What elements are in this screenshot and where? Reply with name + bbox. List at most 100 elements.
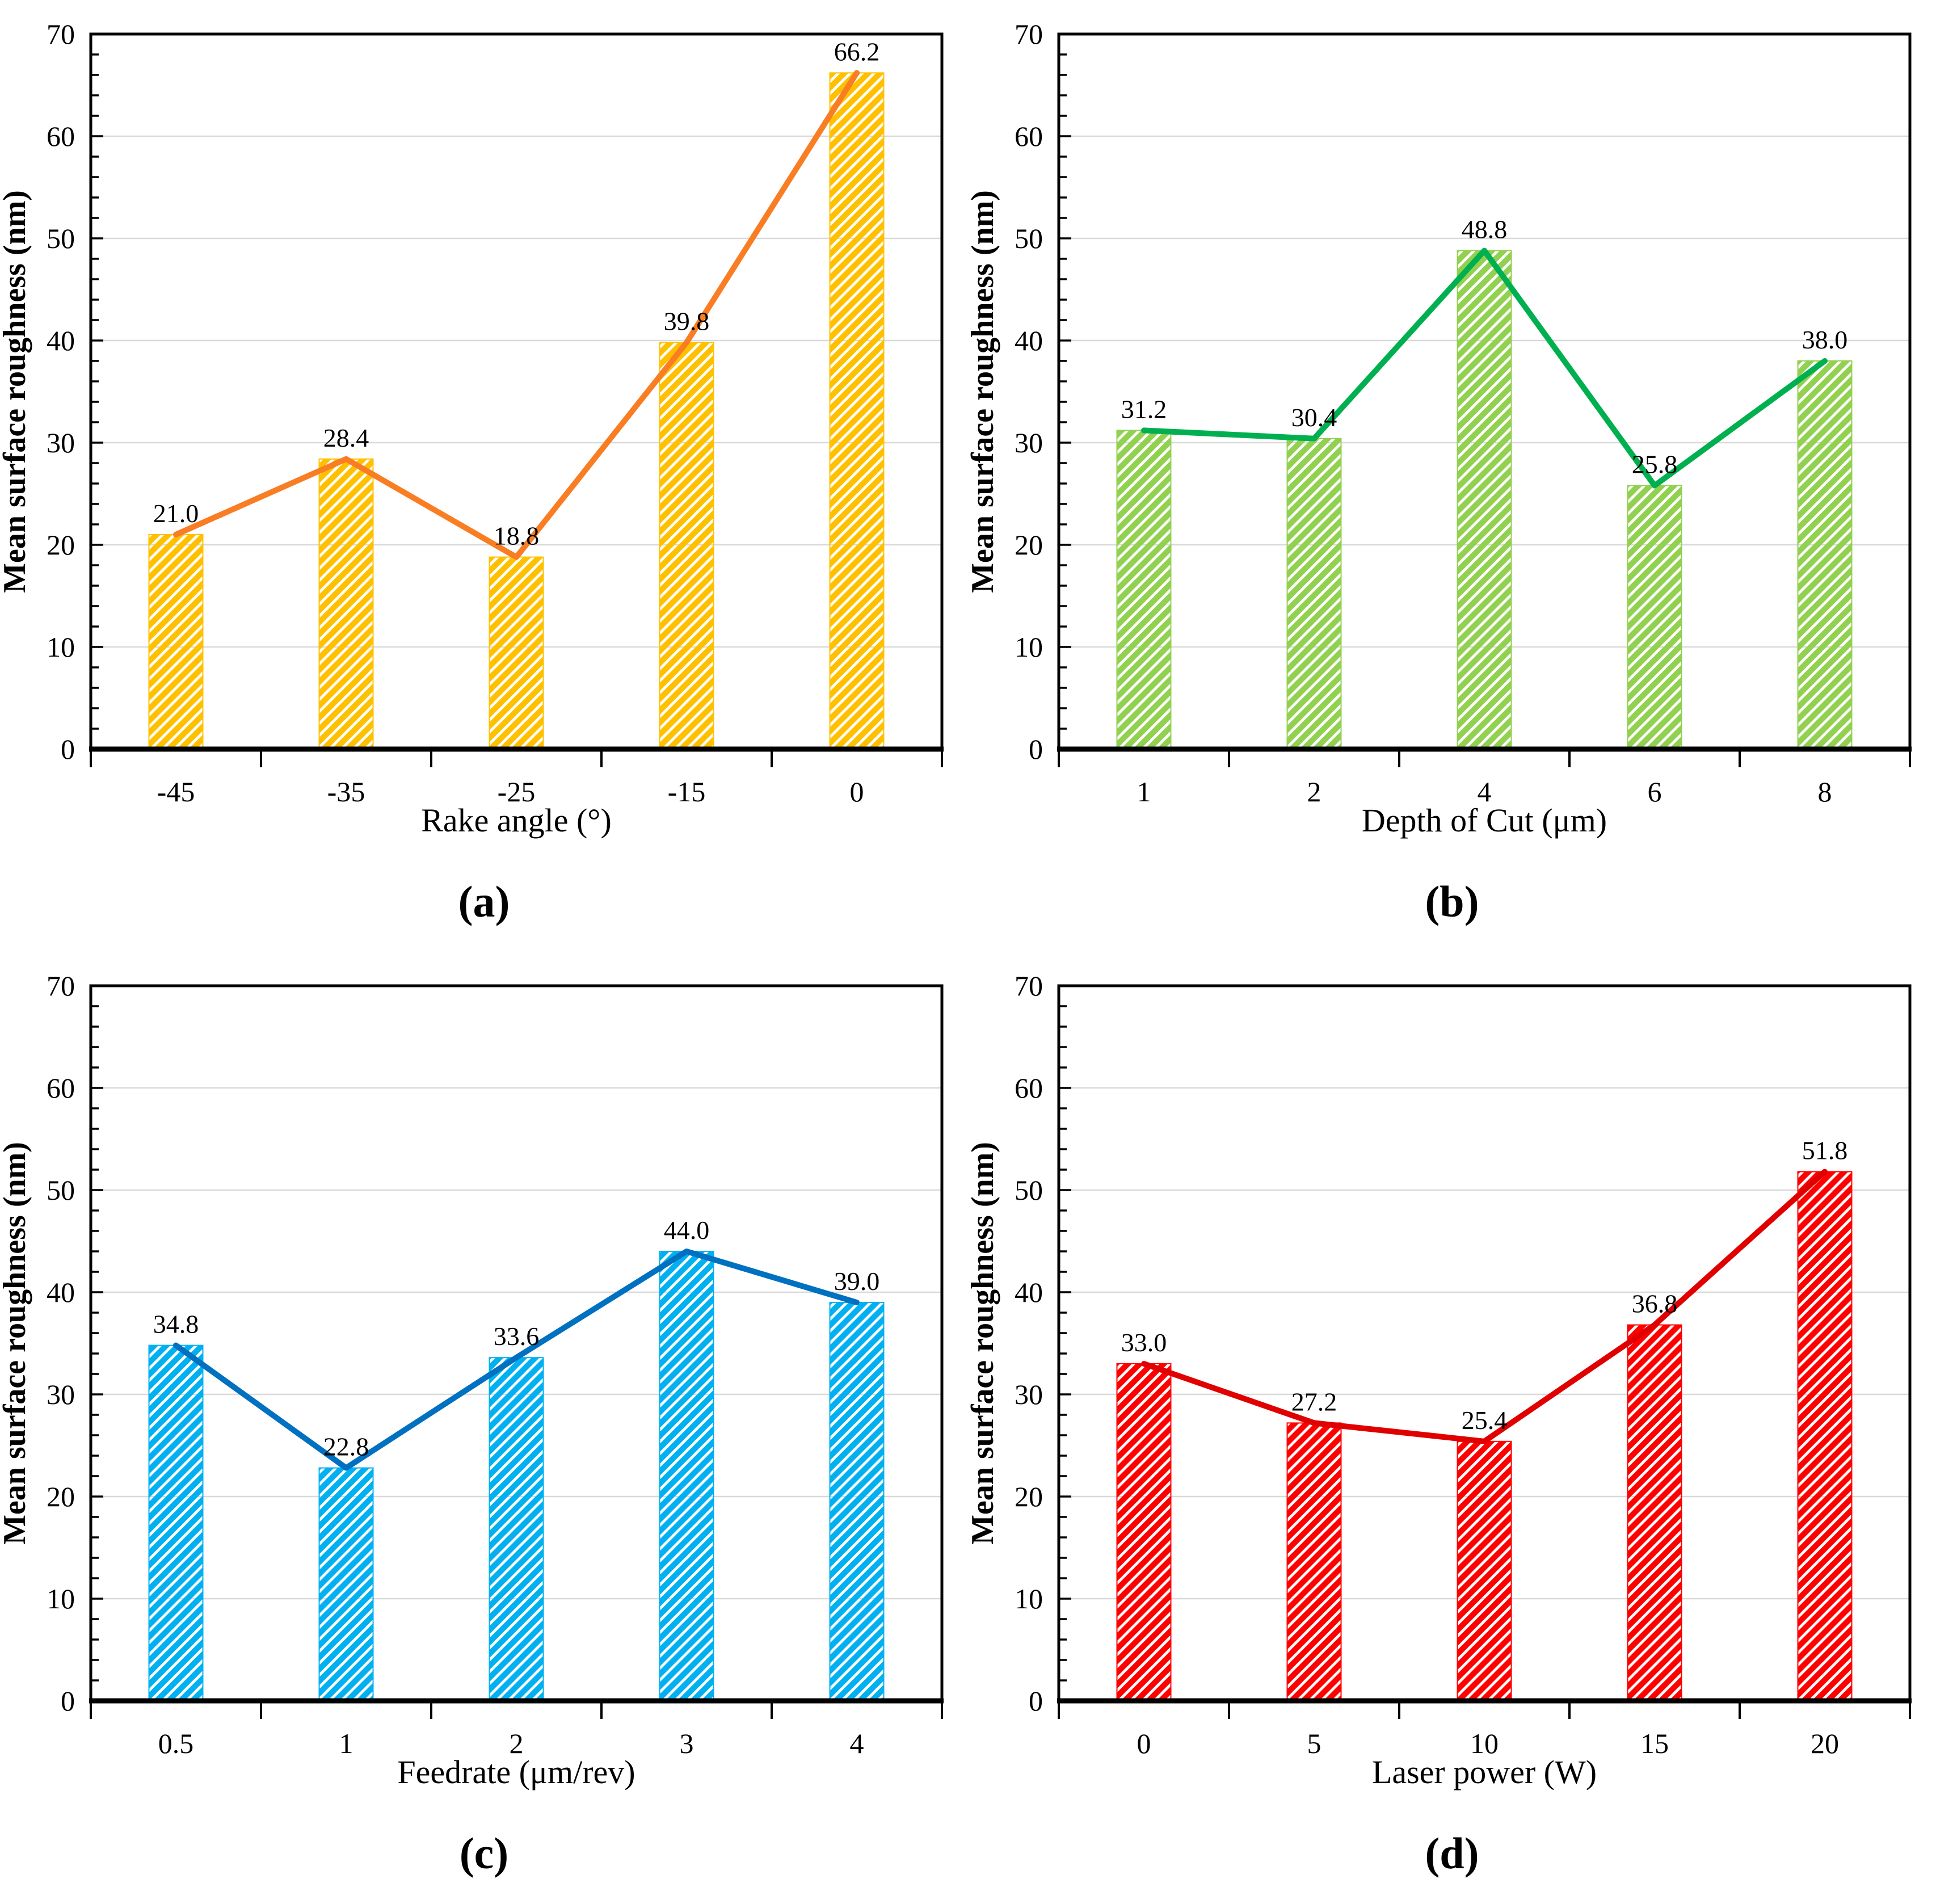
bar-c-2: [489, 1357, 544, 1701]
bar-d-3: [1627, 1324, 1682, 1701]
bar-a-2: [489, 556, 544, 750]
panel-caption-d: (d): [1425, 1828, 1479, 1878]
y-tick-label: 30: [47, 1378, 75, 1410]
chart-svg-a: 21.0 28.4 18.8 39.8 66.2 0 10 20 30 40 50 60 70 -45 -3…: [0, 18, 944, 839]
data-label: 28.4: [323, 423, 369, 452]
bar-b-2: [1457, 250, 1512, 750]
y-tick-label: 50: [1015, 1174, 1043, 1206]
x-axis-title: Feedrate (μm/rev): [397, 1754, 635, 1790]
y-tick-label: 20: [1015, 529, 1043, 561]
x-axis-title: Laser power (W): [1372, 1754, 1597, 1790]
data-label: 39.0: [834, 1267, 880, 1296]
panel-caption-c: (c): [459, 1828, 509, 1878]
y-tick-label: 60: [47, 1072, 75, 1104]
bar-b-0: [1116, 430, 1172, 750]
y-tick-label: 10: [1015, 631, 1043, 663]
y-tick-label: 0: [1029, 733, 1043, 765]
y-tick-label: 0: [1029, 1685, 1043, 1717]
chart-panel-b: 31.2 30.4 48.8 25.8 38.0 0 10 20 30 40 50 60 70 1 2 4 6 8…: [968, 0, 1936, 851]
data-label: 21.0: [153, 499, 199, 528]
x-tick-label: 4: [1478, 776, 1492, 808]
x-tick-label: 0: [850, 776, 864, 808]
data-label: 30.4: [1291, 403, 1337, 432]
y-tick-label: 20: [1015, 1481, 1043, 1512]
y-tick-label: 10: [1015, 1583, 1043, 1615]
bar-b-3: [1627, 485, 1682, 750]
x-axis: 0.5 1 2 3 4: [90, 1703, 943, 1759]
x-tick-label: 4: [850, 1728, 864, 1759]
y-tick-label: 0: [61, 1685, 75, 1717]
data-label: 44.0: [664, 1216, 710, 1245]
y-tick-label: 40: [47, 1276, 75, 1308]
data-label: 39.8: [664, 307, 710, 336]
y-tick-label: 60: [47, 120, 75, 152]
y-tick-label: 40: [1015, 1276, 1043, 1308]
x-axis-title: Rake angle (°): [421, 802, 612, 839]
chart-panel-a: 21.0 28.4 18.8 39.8 66.2 0 10 20 30 40 50 60 70 -45 -3…: [0, 0, 968, 851]
data-label: 33.0: [1121, 1328, 1167, 1357]
data-label: 51.8: [1802, 1136, 1848, 1165]
y-tick-label: 10: [47, 1583, 75, 1615]
y-axis-title: Mean surface roughness (nm): [0, 190, 32, 593]
bars: [1116, 1171, 1853, 1702]
y-tick-label: 70: [47, 970, 75, 1002]
x-tick-label: 8: [1818, 776, 1832, 808]
y-tick-label: 30: [1015, 427, 1043, 459]
data-label: 22.8: [323, 1432, 369, 1461]
panel-caption-a: (a): [458, 876, 510, 926]
x-tick-label: 6: [1648, 776, 1662, 808]
y-tick-label: 40: [1015, 325, 1043, 356]
x-axis: -45 -35 -25 -15 0: [90, 751, 943, 808]
y-tick-label: 10: [47, 631, 75, 663]
x-tick-label: 1: [1137, 776, 1151, 808]
y-tick-label: 20: [47, 1481, 75, 1512]
panel-a: 21.0 28.4 18.8 39.8 66.2 0 10 20 30 40 50 60 70 -45 -3…: [0, 0, 968, 952]
x-tick-label: 5: [1307, 1728, 1321, 1759]
y-tick-label: 30: [47, 427, 75, 459]
data-label: 25.4: [1462, 1406, 1508, 1435]
panel-d: 33.0 27.2 25.4 36.8 51.8 0 10 20 30 40 50 60 70 0 5 10 1…: [968, 952, 1936, 1904]
x-tick-label: -25: [498, 776, 536, 808]
x-tick-label: 0.5: [158, 1728, 194, 1759]
bar-a-3: [659, 342, 714, 750]
y-tick-label: 30: [1015, 1378, 1043, 1410]
bar-c-0: [148, 1344, 204, 1701]
data-label: 33.6: [494, 1322, 540, 1351]
data-label: 48.8: [1462, 215, 1508, 244]
x-tick-label: -45: [157, 776, 195, 808]
data-label: 38.0: [1802, 325, 1848, 354]
bar-d-4: [1797, 1171, 1853, 1702]
y-tick-label: 40: [47, 325, 75, 356]
y-tick-label: 50: [47, 1174, 75, 1206]
x-tick-label: 0: [1137, 1728, 1151, 1759]
x-tick-label: 3: [680, 1728, 694, 1759]
data-labels: 31.2 30.4 48.8 25.8 38.0: [1121, 215, 1848, 479]
chart-panel-c: 34.8 22.8 33.6 44.0 39.0 0 10 20 30 40 50 60 70 0.5 1 2…: [0, 952, 968, 1803]
data-label: 31.2: [1121, 394, 1167, 423]
x-axis: 0 5 10 15 20: [1058, 1703, 1911, 1759]
data-labels: 34.8 22.8 33.6 44.0 39.0: [153, 1216, 880, 1461]
data-label: 66.2: [834, 37, 880, 66]
y-axis-title: Mean surface roughness (nm): [968, 1142, 1000, 1545]
chart-svg-c: 34.8 22.8 33.6 44.0 39.0 0 10 20 30 40 50 60 70 0.5 1 2…: [0, 970, 944, 1790]
y-axis: 0 10 20 30 40 50 60 70: [47, 18, 103, 765]
data-label: 18.8: [494, 522, 540, 550]
bar-c-3: [659, 1251, 714, 1701]
y-tick-label: 50: [1015, 222, 1043, 254]
y-axis: 0 10 20 30 40 50 60 70: [47, 970, 103, 1717]
bar-d-0: [1116, 1363, 1172, 1701]
x-tick-label: 1: [339, 1728, 353, 1759]
bar-a-4: [829, 72, 885, 750]
bar-c-4: [829, 1302, 885, 1701]
bar-d-1: [1286, 1422, 1342, 1702]
y-tick-label: 70: [1015, 970, 1043, 1002]
data-label: 27.2: [1291, 1387, 1337, 1416]
trend-line-d: [1141, 1169, 1828, 1444]
x-axis: 1 2 4 6 8: [1058, 751, 1911, 808]
bar-a-1: [318, 458, 374, 750]
y-tick-label: 60: [1015, 120, 1043, 152]
trend-line-c: [173, 1249, 860, 1471]
gridlines: [91, 135, 942, 648]
y-tick-label: 70: [47, 18, 75, 50]
